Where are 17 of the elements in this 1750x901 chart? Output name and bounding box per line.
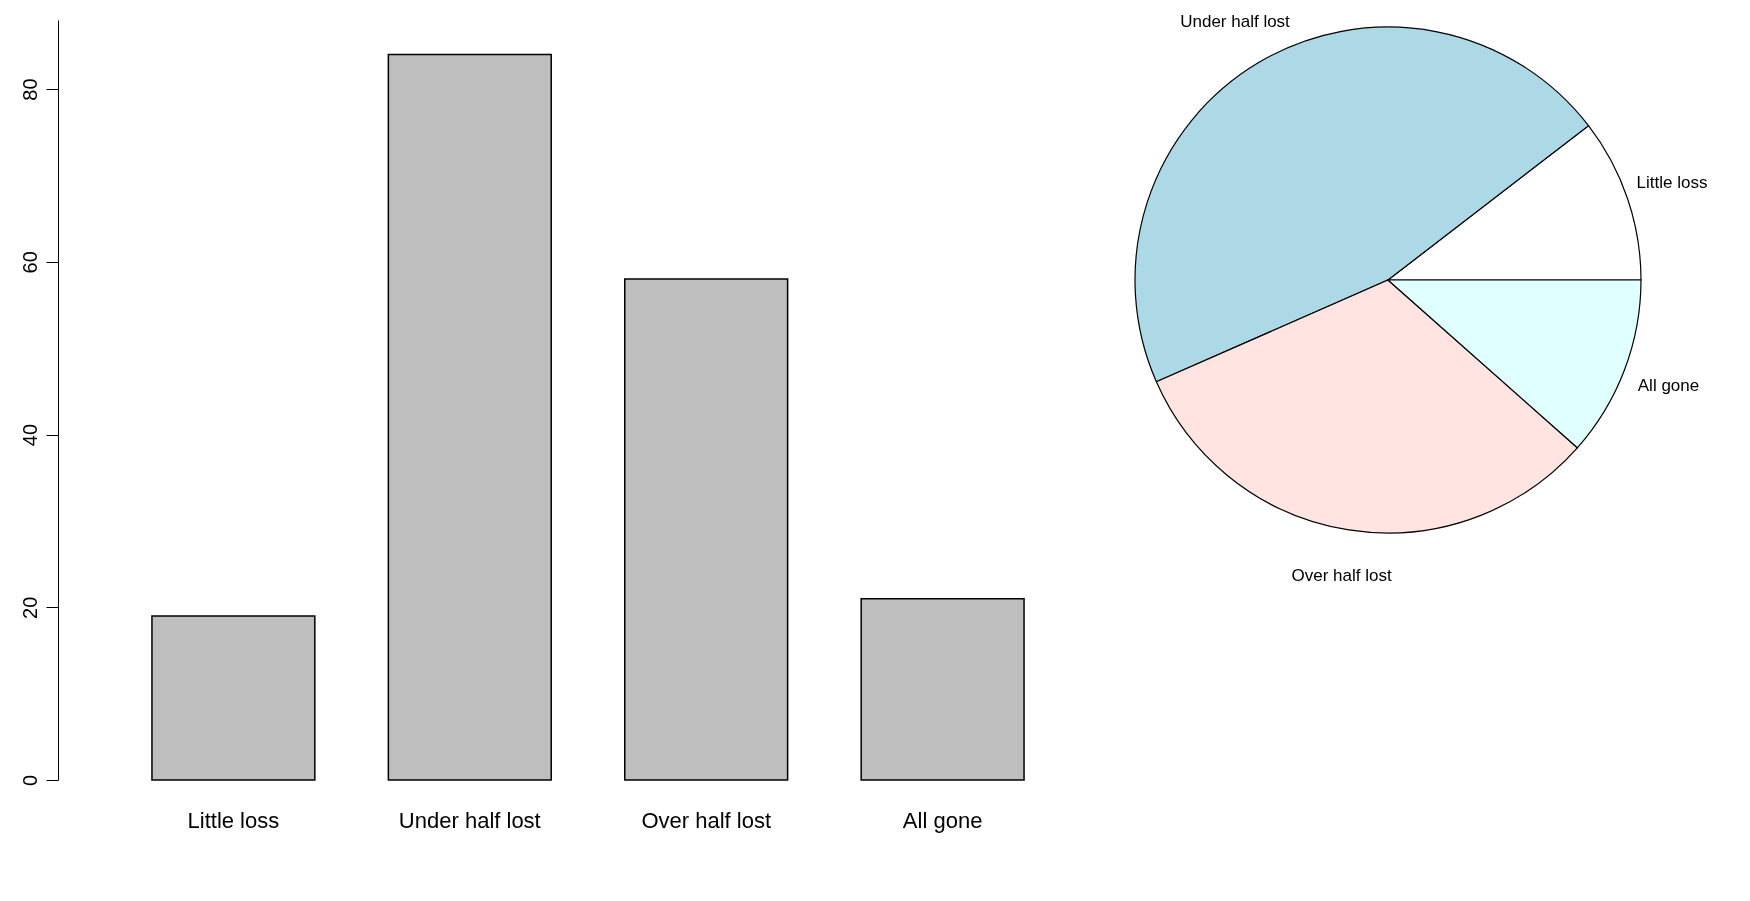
bar <box>860 597 1025 781</box>
x-tick-label: Little loss <box>187 807 280 833</box>
y-tick-label: 0 <box>18 774 41 787</box>
y-tick-label: 80 <box>18 78 41 101</box>
slice-label: Under half lost <box>1180 11 1291 31</box>
x-tick-label: Under half lost <box>398 807 541 833</box>
bar <box>624 278 789 781</box>
slice-label: Little loss <box>1636 173 1708 193</box>
slice-label: Over half lost <box>1291 566 1392 586</box>
y-tick-label: 20 <box>18 596 41 619</box>
x-tick-label: All gone <box>902 807 983 833</box>
slice-label: All gone <box>1637 376 1700 396</box>
bar <box>151 615 316 781</box>
y-tick-label: 40 <box>18 423 41 447</box>
y-tick-label: 60 <box>18 251 41 274</box>
bar <box>387 53 552 781</box>
x-tick-label: Over half lost <box>641 807 772 833</box>
